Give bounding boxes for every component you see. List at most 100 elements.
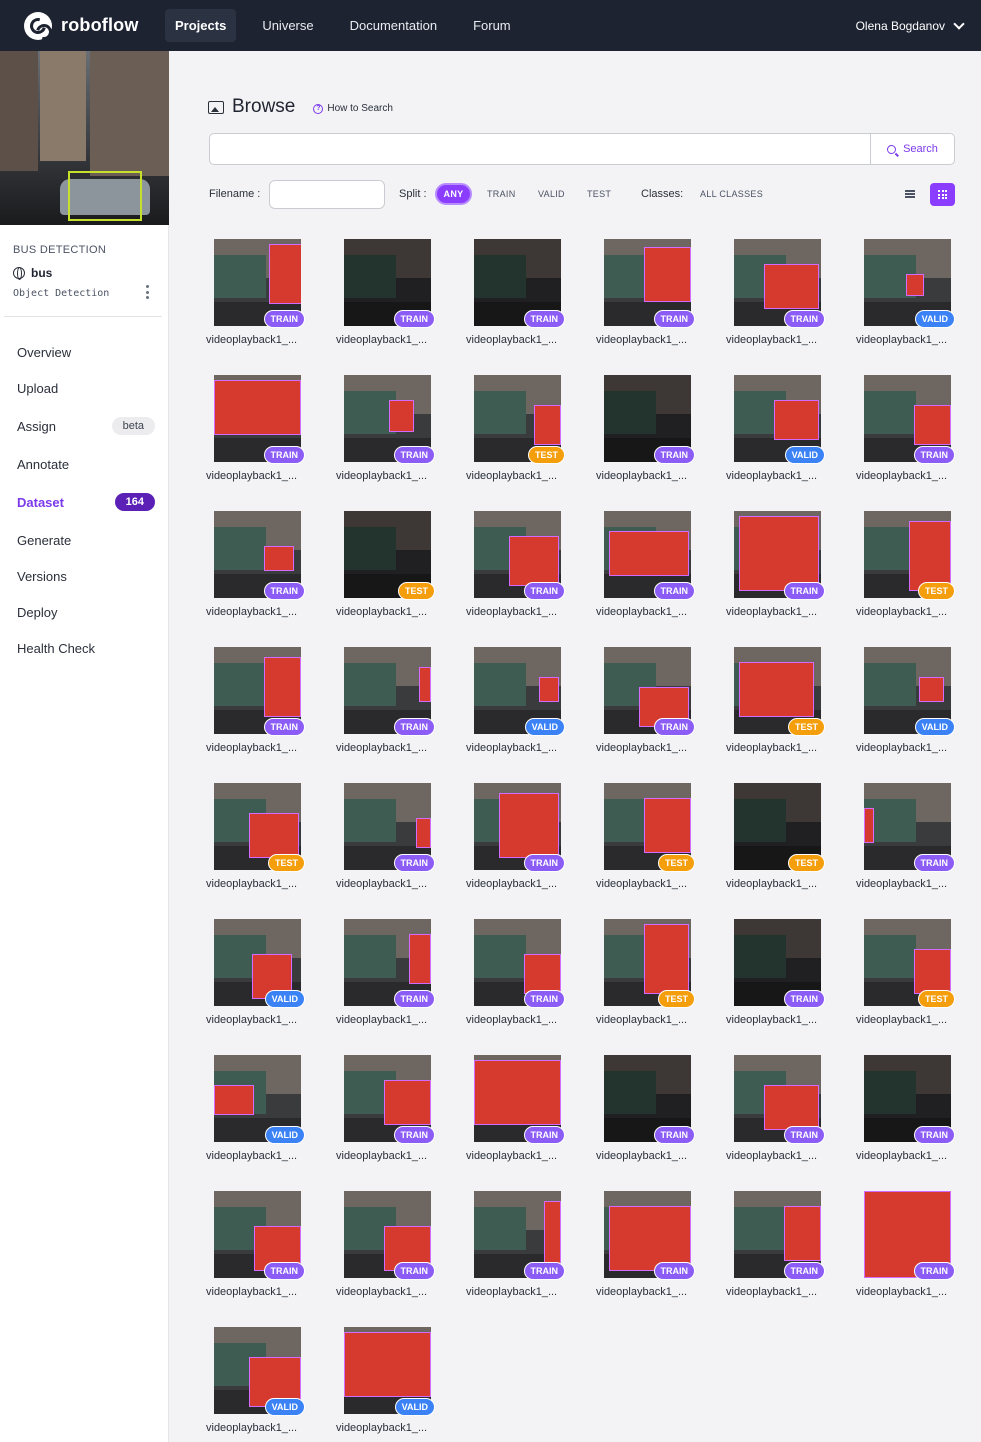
nav-universe[interactable]: Universe (262, 18, 314, 33)
image-card[interactable]: VALID videoplayback1_... (205, 1055, 305, 1167)
image-thumbnail[interactable] (604, 239, 691, 326)
image-card[interactable]: TRAIN videoplayback1_... (725, 511, 825, 623)
image-card[interactable]: TRAIN videoplayback1_... (465, 1055, 565, 1167)
image-card[interactable]: VALID videoplayback1_... (205, 1327, 305, 1439)
image-card[interactable]: TRAIN videoplayback1_... (855, 1055, 955, 1167)
image-card[interactable]: TRAIN videoplayback1_... (205, 239, 305, 351)
image-thumbnail[interactable] (344, 783, 431, 870)
sidebar-item-overview[interactable]: Overview (17, 340, 155, 364)
image-card[interactable]: TRAIN videoplayback1_... (465, 511, 565, 623)
image-card[interactable]: VALID videoplayback1_... (855, 647, 955, 759)
image-card[interactable]: VALID videoplayback1_... (725, 375, 825, 487)
sidebar-item-generate[interactable]: Generate (17, 528, 155, 552)
image-card[interactable]: TEST videoplayback1_... (335, 511, 435, 623)
image-card[interactable]: TRAIN videoplayback1_... (595, 239, 695, 351)
image-card[interactable]: VALID videoplayback1_... (335, 1327, 435, 1439)
image-card[interactable]: TRAIN videoplayback1_... (855, 1191, 955, 1303)
image-thumbnail[interactable] (864, 511, 951, 598)
sidebar-item-health-check[interactable]: Health Check (17, 636, 155, 660)
search-input[interactable] (210, 134, 871, 164)
sidebar-item-dataset[interactable]: Dataset 164 (17, 490, 155, 514)
sidebar-item-annotate[interactable]: Annotate (17, 452, 155, 476)
sidebar-item-assign[interactable]: Assign beta (17, 414, 155, 438)
image-thumbnail[interactable] (604, 1191, 691, 1278)
image-card[interactable]: TRAIN videoplayback1_... (205, 375, 305, 487)
kebab-menu-icon[interactable] (146, 285, 150, 299)
image-thumbnail[interactable] (474, 239, 561, 326)
classes-dropdown[interactable]: ALL CLASSES (700, 189, 763, 199)
search-button[interactable]: Search (870, 134, 954, 164)
image-thumbnail[interactable] (474, 375, 561, 462)
image-card[interactable]: TRAIN videoplayback1_... (855, 783, 955, 895)
image-card[interactable]: TRAIN videoplayback1_... (725, 1055, 825, 1167)
image-thumbnail[interactable] (864, 239, 951, 326)
sidebar-item-deploy[interactable]: Deploy (17, 600, 155, 624)
image-card[interactable]: TRAIN videoplayback1_... (205, 511, 305, 623)
nav-forum[interactable]: Forum (473, 18, 511, 33)
image-card[interactable]: TRAIN videoplayback1_... (335, 375, 435, 487)
image-card[interactable]: TRAIN videoplayback1_... (335, 647, 435, 759)
image-card[interactable]: TEST videoplayback1_... (855, 919, 955, 1031)
image-card[interactable]: TRAIN videoplayback1_... (595, 647, 695, 759)
image-card[interactable]: TRAIN videoplayback1_... (335, 1191, 435, 1303)
image-thumbnail[interactable] (344, 375, 431, 462)
image-card[interactable]: TEST videoplayback1_... (595, 783, 695, 895)
image-card[interactable]: TEST videoplayback1_... (725, 647, 825, 759)
image-card[interactable]: TRAIN videoplayback1_... (205, 1191, 305, 1303)
image-thumbnail[interactable] (474, 783, 561, 870)
split-valid[interactable]: VALID (538, 189, 565, 199)
image-thumbnail[interactable] (214, 1055, 301, 1142)
image-card[interactable]: TRAIN videoplayback1_... (595, 1055, 695, 1167)
image-card[interactable]: TRAIN videoplayback1_... (465, 783, 565, 895)
grid-view-button[interactable] (930, 183, 955, 206)
nav-documentation[interactable]: Documentation (349, 18, 438, 33)
split-train[interactable]: TRAIN (487, 189, 516, 199)
split-badge: VALID (264, 1398, 305, 1416)
image-card[interactable]: TRAIN videoplayback1_... (725, 1191, 825, 1303)
filename-input[interactable] (269, 180, 385, 209)
nav-projects[interactable]: Projects (165, 9, 237, 42)
image-card[interactable]: TRAIN videoplayback1_... (725, 919, 825, 1031)
bounding-box (474, 1060, 561, 1125)
split-test[interactable]: TEST (587, 189, 612, 199)
image-thumbnail[interactable] (734, 1055, 821, 1142)
image-thumbnail[interactable] (864, 1055, 951, 1142)
image-card[interactable]: TEST videoplayback1_... (205, 783, 305, 895)
image-card[interactable]: TRAIN videoplayback1_... (465, 1191, 565, 1303)
image-thumbnail[interactable] (474, 919, 561, 1006)
sidebar-item-upload[interactable]: Upload (17, 376, 155, 400)
image-thumbnail[interactable] (604, 919, 691, 1006)
image-card[interactable]: VALID videoplayback1_... (205, 919, 305, 1031)
image-card[interactable]: TRAIN videoplayback1_... (855, 375, 955, 487)
image-thumbnail[interactable] (344, 239, 431, 326)
sidebar-item-versions[interactable]: Versions (17, 564, 155, 588)
bounding-box (544, 1201, 561, 1271)
image-card[interactable]: TRAIN videoplayback1_... (595, 375, 695, 487)
list-view-icon[interactable] (905, 190, 915, 198)
project-name[interactable]: bus (13, 266, 52, 280)
image-card[interactable]: TEST videoplayback1_... (465, 375, 565, 487)
how-to-search-link[interactable]: ? How to Search (313, 103, 393, 114)
image-card[interactable]: TRAIN videoplayback1_... (465, 239, 565, 351)
split-any[interactable]: ANY (435, 183, 472, 205)
image-card[interactable]: TRAIN videoplayback1_... (335, 1055, 435, 1167)
image-card[interactable]: TEST videoplayback1_... (595, 919, 695, 1031)
image-card[interactable]: VALID videoplayback1_... (465, 647, 565, 759)
image-card[interactable]: VALID videoplayback1_... (855, 239, 955, 351)
image-card[interactable]: TEST videoplayback1_... (855, 511, 955, 623)
image-card[interactable]: TRAIN videoplayback1_... (595, 511, 695, 623)
user-menu[interactable]: Olena Bogdanov (856, 0, 965, 51)
image-thumbnail[interactable] (214, 919, 301, 1006)
image-card[interactable]: TRAIN videoplayback1_... (335, 919, 435, 1031)
brand-logo[interactable]: roboflow (24, 11, 165, 40)
bounding-box (509, 536, 559, 586)
image-card[interactable]: TRAIN videoplayback1_... (595, 1191, 695, 1303)
image-card[interactable]: TRAIN videoplayback1_... (335, 783, 435, 895)
image-thumbnail[interactable] (734, 511, 821, 598)
image-card[interactable]: TRAIN videoplayback1_... (465, 919, 565, 1031)
image-card[interactable]: TEST videoplayback1_... (725, 783, 825, 895)
image-card[interactable]: TRAIN videoplayback1_... (335, 239, 435, 351)
project-thumbnail[interactable] (0, 51, 169, 225)
image-card[interactable]: TRAIN videoplayback1_... (205, 647, 305, 759)
image-card[interactable]: TRAIN videoplayback1_... (725, 239, 825, 351)
